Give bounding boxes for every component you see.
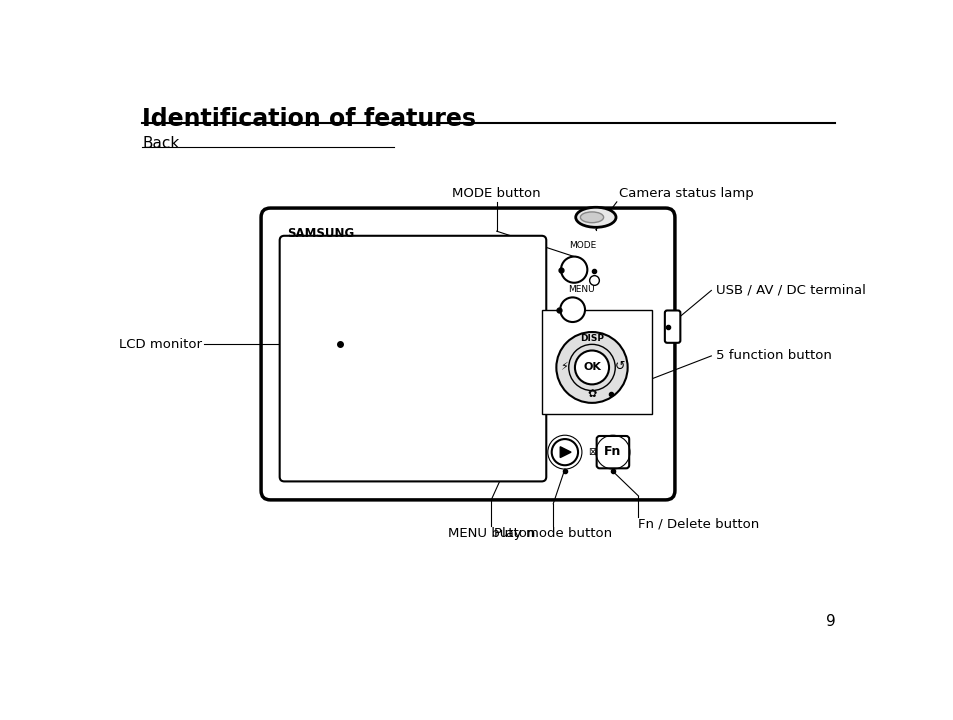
Circle shape <box>560 256 587 283</box>
Circle shape <box>551 439 578 465</box>
FancyBboxPatch shape <box>279 235 546 482</box>
Text: ↺: ↺ <box>614 360 624 373</box>
Text: DISP: DISP <box>579 333 603 343</box>
Circle shape <box>575 351 608 384</box>
Text: ⊠: ⊠ <box>587 447 596 457</box>
Text: MODE button: MODE button <box>452 187 540 200</box>
FancyBboxPatch shape <box>596 436 629 468</box>
Text: ✿: ✿ <box>587 389 596 399</box>
Text: Fn: Fn <box>603 445 621 458</box>
Text: OK: OK <box>582 361 600 372</box>
Ellipse shape <box>568 344 615 390</box>
FancyBboxPatch shape <box>261 208 674 500</box>
Ellipse shape <box>575 207 616 228</box>
Text: Identification of features: Identification of features <box>142 107 476 131</box>
Text: MENU button: MENU button <box>447 527 535 540</box>
Text: Back: Back <box>142 137 179 151</box>
Text: MENU: MENU <box>567 285 594 294</box>
FancyBboxPatch shape <box>664 310 679 343</box>
Text: 5 function button: 5 function button <box>716 349 831 362</box>
Text: ⚡: ⚡ <box>559 361 567 372</box>
Text: Fn / Delete button: Fn / Delete button <box>638 518 759 531</box>
Text: Camera status lamp: Camera status lamp <box>618 187 753 200</box>
Ellipse shape <box>556 332 627 403</box>
Text: MODE: MODE <box>569 240 597 250</box>
Circle shape <box>559 297 584 322</box>
Text: USB / AV / DC terminal: USB / AV / DC terminal <box>716 284 865 297</box>
Text: 9: 9 <box>824 614 835 629</box>
Polygon shape <box>559 446 571 457</box>
FancyBboxPatch shape <box>541 310 651 414</box>
Text: SAMSUNG: SAMSUNG <box>287 227 355 240</box>
Text: LCD monitor: LCD monitor <box>119 338 202 351</box>
Text: Play mode button: Play mode button <box>494 527 612 540</box>
Ellipse shape <box>579 212 603 222</box>
